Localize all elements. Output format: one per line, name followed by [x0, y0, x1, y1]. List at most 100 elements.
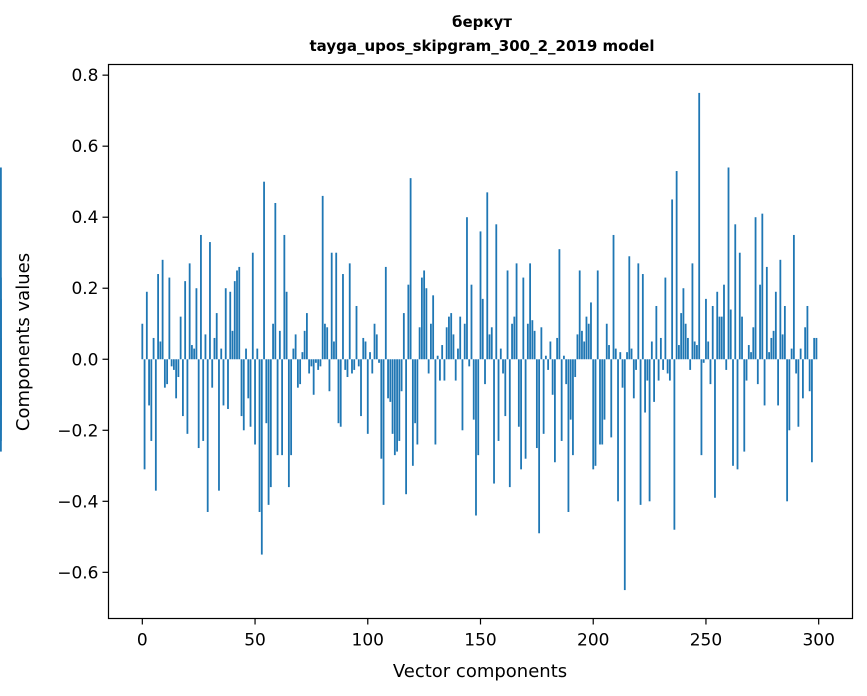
bar: [448, 316, 450, 360]
y-tick-label: 0.6: [71, 137, 98, 157]
bar: [653, 359, 655, 402]
bar: [729, 309, 732, 360]
bar: [294, 334, 297, 360]
bar: [538, 359, 541, 534]
bar: [466, 217, 468, 360]
bar: [608, 345, 610, 360]
bar: [621, 359, 624, 388]
bar: [362, 337, 365, 360]
bar: [315, 359, 317, 363]
bar: [224, 288, 227, 360]
bar: [157, 274, 159, 360]
bar: [662, 359, 665, 370]
bar: [517, 359, 520, 427]
bar: [741, 316, 743, 360]
bar: [617, 359, 619, 502]
bar: [229, 291, 232, 360]
bar: [666, 359, 669, 374]
bar: [168, 277, 171, 360]
bar: [163, 359, 166, 388]
bar: [328, 359, 331, 392]
bar: [531, 320, 534, 360]
bar: [684, 323, 687, 360]
bar: [709, 359, 712, 385]
bar: [637, 263, 640, 360]
bar: [743, 359, 746, 452]
bar: [745, 359, 748, 381]
bar: [393, 359, 396, 456]
bar: [242, 359, 245, 431]
bar: [441, 345, 444, 360]
bar: [411, 359, 414, 466]
bar: [371, 359, 374, 374]
bar: [705, 298, 707, 360]
bar: [578, 270, 581, 360]
bar: [231, 330, 234, 360]
bar: [777, 359, 779, 406]
bar: [511, 323, 513, 360]
bar: [508, 359, 511, 488]
y-tick-label: 0.8: [71, 66, 98, 86]
x-tick-label: 100: [352, 631, 384, 651]
bar: [605, 323, 608, 360]
bar: [526, 323, 529, 360]
bar: [799, 348, 802, 360]
bar: [806, 305, 809, 360]
bar: [788, 359, 791, 431]
bar: [547, 359, 550, 370]
bar: [310, 359, 313, 367]
bar: [355, 305, 358, 360]
bar: [641, 274, 644, 360]
bar: [204, 334, 207, 360]
bar: [206, 359, 209, 512]
bar: [535, 359, 538, 449]
bar: [648, 359, 651, 502]
bar: [772, 330, 775, 360]
bar: [409, 178, 412, 360]
bar: [702, 359, 705, 363]
bar: [400, 359, 403, 392]
bar: [222, 359, 225, 406]
x-tick-label: 0: [137, 631, 148, 651]
bar: [626, 352, 628, 360]
bar: [373, 323, 376, 360]
bar: [619, 352, 622, 360]
y-axis-ticks: −0.6 −0.4 −0.2 0.0 0.2 0.4 0.6 0.8: [57, 66, 109, 583]
bar: [179, 316, 182, 360]
bar: [723, 284, 725, 360]
bar: [299, 359, 302, 385]
bar: [759, 284, 761, 360]
bar: [756, 359, 759, 385]
bar: [330, 252, 333, 360]
bar: [159, 341, 162, 360]
bar: [339, 359, 342, 427]
bar: [200, 234, 202, 360]
bar: [287, 359, 290, 488]
bar: [738, 252, 741, 360]
bar: [506, 270, 509, 360]
bar: [227, 359, 229, 409]
bar: [301, 352, 304, 360]
bar: [644, 359, 646, 413]
bar: [439, 359, 441, 381]
bar: [197, 359, 200, 449]
bar: [145, 291, 148, 360]
bar: [276, 359, 279, 456]
bar: [272, 323, 274, 360]
x-axis-label: Vector components: [393, 661, 567, 682]
bar: [551, 359, 554, 395]
bar: [664, 277, 667, 360]
bar: [317, 359, 320, 370]
bar: [333, 341, 335, 360]
bar: [353, 359, 356, 370]
bar: [804, 327, 807, 360]
bar: [366, 359, 369, 434]
bar: [202, 359, 205, 441]
bar: [375, 334, 378, 360]
bar: [258, 359, 261, 512]
chart-subtitle: tayga_upos_skipgram_300_2_2019 model: [310, 37, 655, 55]
bar: [650, 341, 653, 360]
y-tick-label: −0.2: [57, 421, 98, 441]
bar: [306, 313, 308, 360]
bar: [161, 259, 164, 360]
